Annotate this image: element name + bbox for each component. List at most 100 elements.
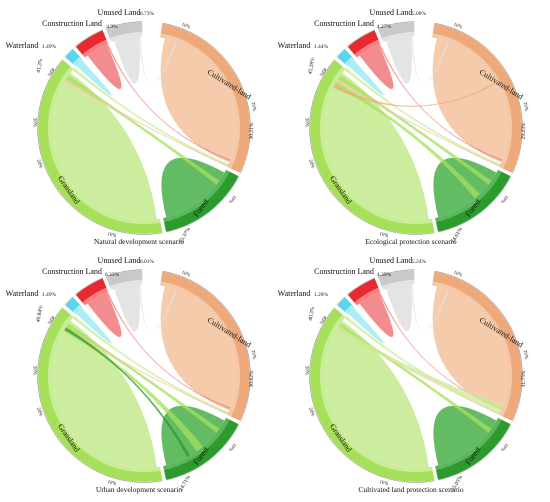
tick-6: 30%	[31, 366, 36, 375]
outer-arc-water	[65, 297, 80, 312]
percent-unused: 6.01%	[140, 259, 155, 265]
outer-arc-unused	[106, 22, 143, 39]
outer-arc-water	[337, 297, 352, 312]
ribbons	[324, 36, 508, 220]
percent-grass: 41.3%	[36, 58, 44, 73]
ribbon-cross-5	[139, 284, 177, 332]
ribbon-waterland-self	[348, 308, 384, 344]
tick-4: 10%	[107, 480, 117, 487]
outer-arc-construction	[75, 278, 107, 303]
sector-label-construction: Construction Land	[314, 267, 374, 276]
outer-edge-cultivated	[162, 22, 251, 174]
inner-arc-construction	[82, 39, 109, 58]
inner-arc-forest	[163, 169, 230, 222]
tick-4: 10%	[379, 232, 389, 239]
ribbon-forest-self	[433, 405, 497, 466]
inner-arc-unused	[381, 280, 415, 291]
tick-3: 10%	[227, 194, 237, 204]
sector-label-construction: Construction Land	[42, 267, 102, 276]
ribbon-cross-3	[64, 79, 229, 167]
ribbon-unused-self	[114, 36, 140, 84]
ribbon-cultivated-self	[160, 38, 236, 163]
tick-3: 10%	[227, 442, 237, 452]
inner-arc-water	[344, 304, 355, 315]
tick-2: 20%	[250, 350, 257, 360]
ribbon-cross-5	[411, 36, 449, 84]
tick-5: 20%	[307, 407, 315, 417]
percent-construction: 4.27%	[377, 24, 392, 30]
outer-arc-cultivated	[432, 23, 522, 173]
tick-4: 10%	[379, 480, 389, 487]
sector-ring	[309, 21, 523, 235]
sector-label-water: Waterland	[6, 289, 39, 298]
ribbons	[51, 36, 236, 220]
outer-edge-grass	[37, 59, 163, 235]
outer-arc-unused	[378, 22, 415, 39]
panel-caption: Natural development scenario	[94, 237, 184, 246]
sector-label-water: Waterland	[278, 41, 311, 50]
tick-6: 30%	[303, 366, 308, 375]
inner-arc-cultivated	[159, 33, 241, 169]
outer-edge-water	[64, 48, 73, 57]
inner-arc-construction	[82, 287, 109, 306]
tick-6: 30%	[31, 118, 36, 127]
ribbon-unused-self	[114, 284, 140, 332]
ribbon-cross-6	[63, 328, 204, 452]
tick-labels: 10% 20% 10% 10% 20% 30% 40%	[303, 23, 528, 240]
outer-edge-cultivated	[434, 22, 523, 174]
inner-arc-cultivated	[431, 33, 512, 169]
outer-arc-unused	[106, 270, 143, 287]
outer-edge-construction	[347, 277, 375, 295]
ribbon-forest-self	[433, 157, 497, 218]
outer-edge-water	[64, 296, 73, 305]
sector-label-construction: Construction Land	[42, 19, 102, 28]
percent-water: 1.49%	[42, 44, 57, 50]
inner-arc-construction	[354, 39, 381, 58]
ribbon-construction-self	[359, 43, 394, 90]
sector-label-water: Waterland	[6, 41, 39, 50]
outer-edge-unused	[105, 269, 143, 277]
percent-cultivated: 29.23%	[521, 122, 528, 140]
ribbon-grassland-self	[324, 72, 429, 220]
outer-arc-grass	[37, 59, 163, 235]
tick-3: 10%	[499, 442, 509, 452]
percent-water: 1.28%	[314, 292, 329, 298]
tick-7: 40%	[318, 66, 327, 76]
ribbon-unused-self	[386, 284, 412, 332]
ribbon-cross-7	[333, 82, 497, 107]
outer-arc-cultivated	[160, 271, 250, 421]
outer-arc-cultivated	[432, 271, 522, 421]
percent-unused: 5.08%	[412, 11, 427, 17]
percent-construction: 4.9%	[106, 24, 118, 30]
ribbon-grassland-self	[324, 320, 429, 469]
tick-5: 20%	[307, 159, 315, 169]
ribbons	[324, 284, 508, 469]
outer-edge-water	[336, 48, 345, 57]
percent-cultivated: 31.75%	[521, 370, 528, 388]
outer-arc-construction	[75, 30, 107, 55]
inner-arc-unused	[109, 280, 143, 291]
sector-ring	[37, 269, 251, 483]
outer-edge-forest	[438, 176, 512, 233]
tick-1: 10%	[453, 23, 463, 31]
panel-caption: Cultivated land protection scenario	[358, 485, 463, 494]
ribbon-cross-3	[336, 327, 501, 415]
outer-arc-forest	[435, 419, 511, 480]
tick-4: 10%	[107, 232, 117, 239]
outer-edge-forest	[166, 424, 240, 481]
sector-label-construction: Construction Land	[314, 19, 374, 28]
ribbon-cross-5	[139, 36, 177, 84]
percent-unused: 5.24%	[412, 259, 427, 265]
tick-1: 10%	[453, 271, 463, 279]
inner-arc-forest	[435, 169, 502, 222]
outer-arc-forest	[435, 171, 511, 232]
outer-edge-unused	[377, 269, 415, 277]
percent-cultivated: 30.21%	[249, 122, 256, 140]
ribbon-construction-self	[87, 43, 122, 90]
outer-edge-construction	[75, 277, 103, 295]
inner-arc-water	[344, 56, 355, 67]
tick-3: 10%	[499, 194, 509, 204]
outer-edge-grass	[309, 59, 435, 235]
